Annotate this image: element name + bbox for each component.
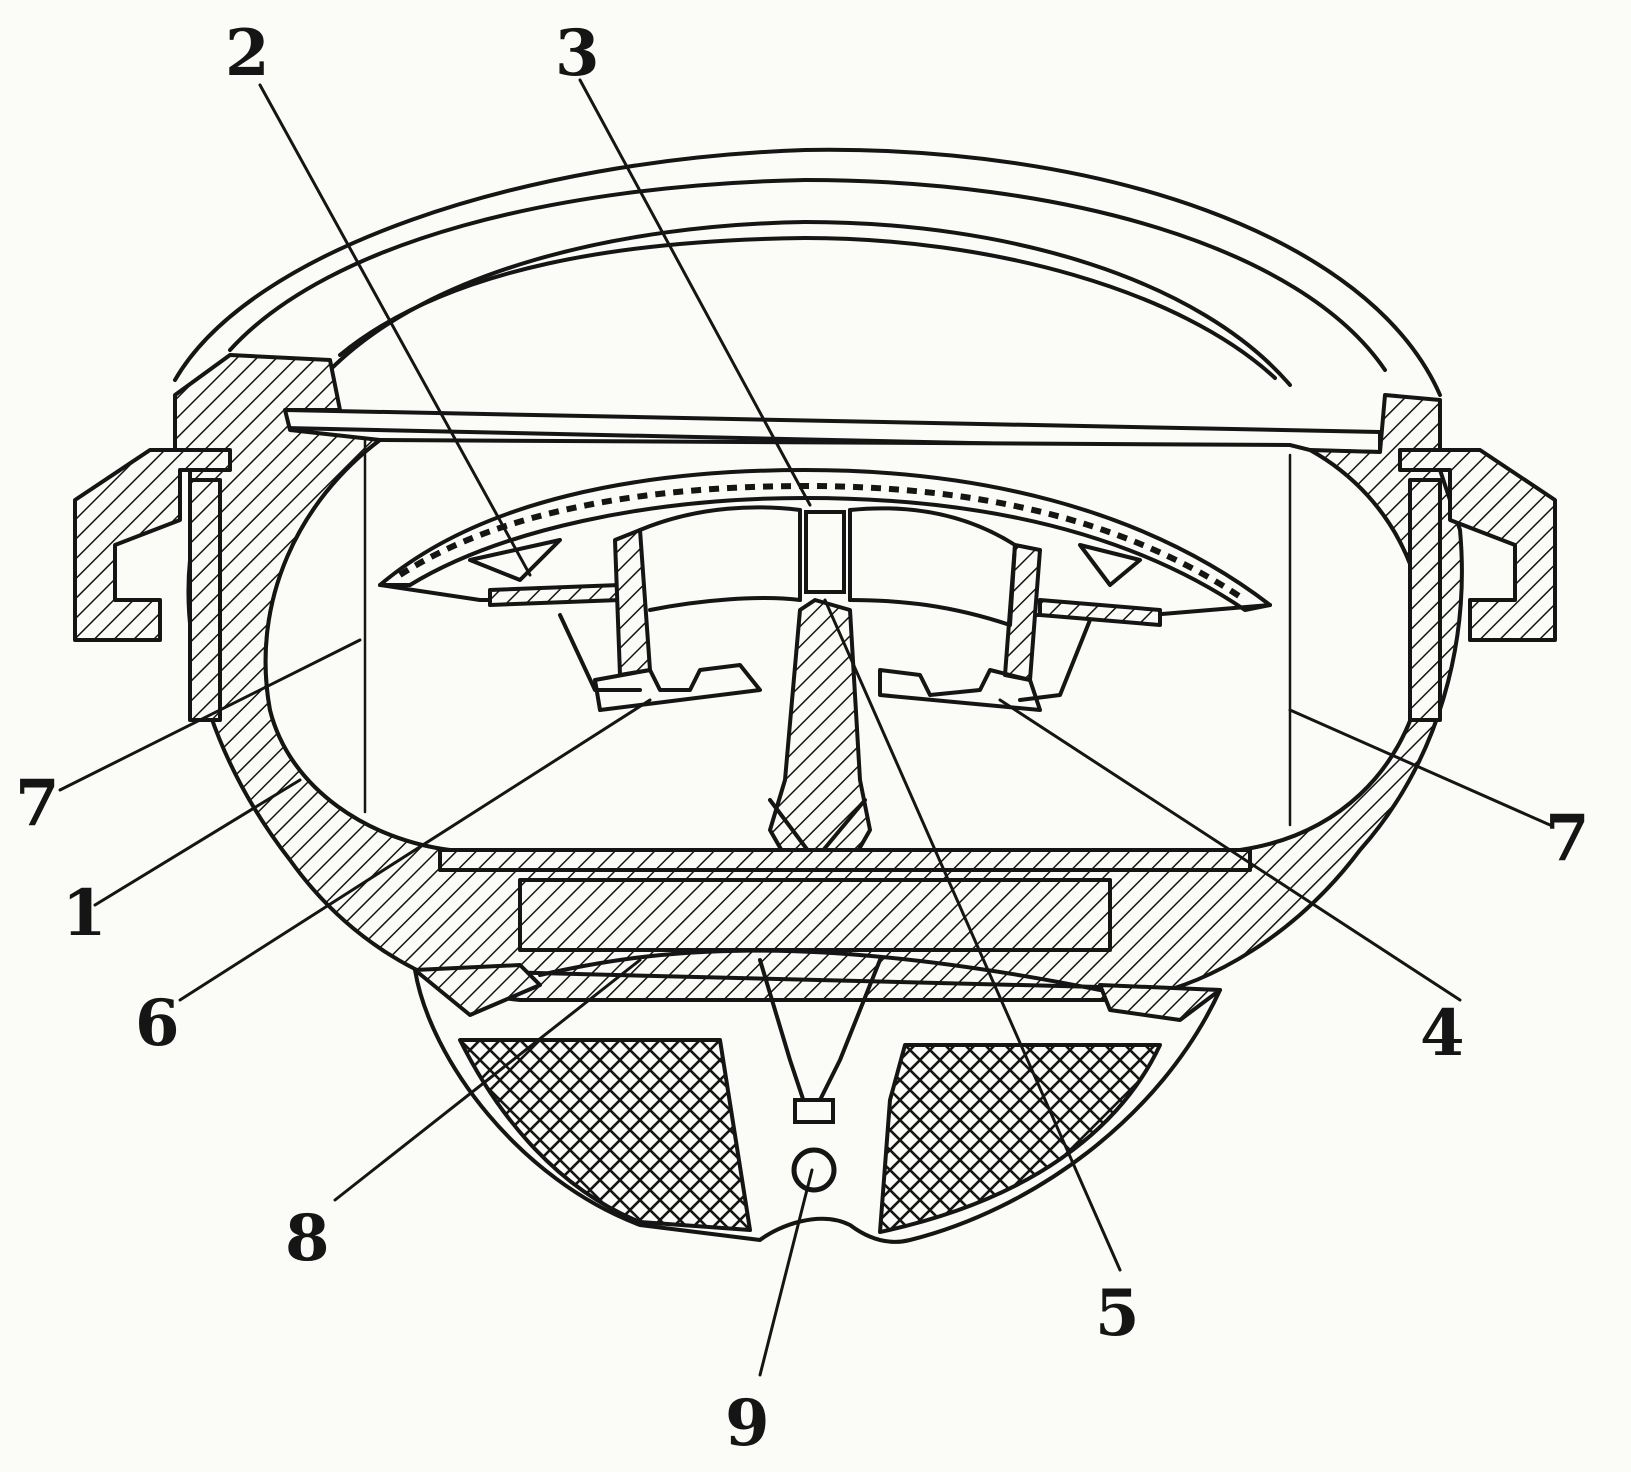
lower-cup	[413, 948, 1222, 1244]
label-7-left: 7	[15, 766, 60, 841]
right-clamp	[1398, 448, 1557, 722]
left-clamp	[73, 448, 232, 722]
label-3: 3	[555, 16, 600, 91]
floor-plate	[438, 848, 1252, 952]
callout-labels: 2 3 7 7 1 6 4 8 5 9	[15, 16, 1590, 1461]
upper-shell	[173, 147, 1442, 397]
label-2: 2	[225, 16, 270, 91]
leader-lines	[58, 78, 1552, 1377]
label-1: 1	[62, 876, 107, 951]
label-6: 6	[135, 986, 180, 1061]
spinner-assembly	[488, 505, 1162, 712]
label-5: 5	[1095, 1276, 1140, 1351]
support-rods	[363, 438, 1292, 827]
label-4: 4	[1420, 996, 1465, 1071]
label-7-right: 7	[1545, 801, 1590, 876]
label-9: 9	[725, 1386, 770, 1461]
label-8: 8	[285, 1201, 330, 1276]
